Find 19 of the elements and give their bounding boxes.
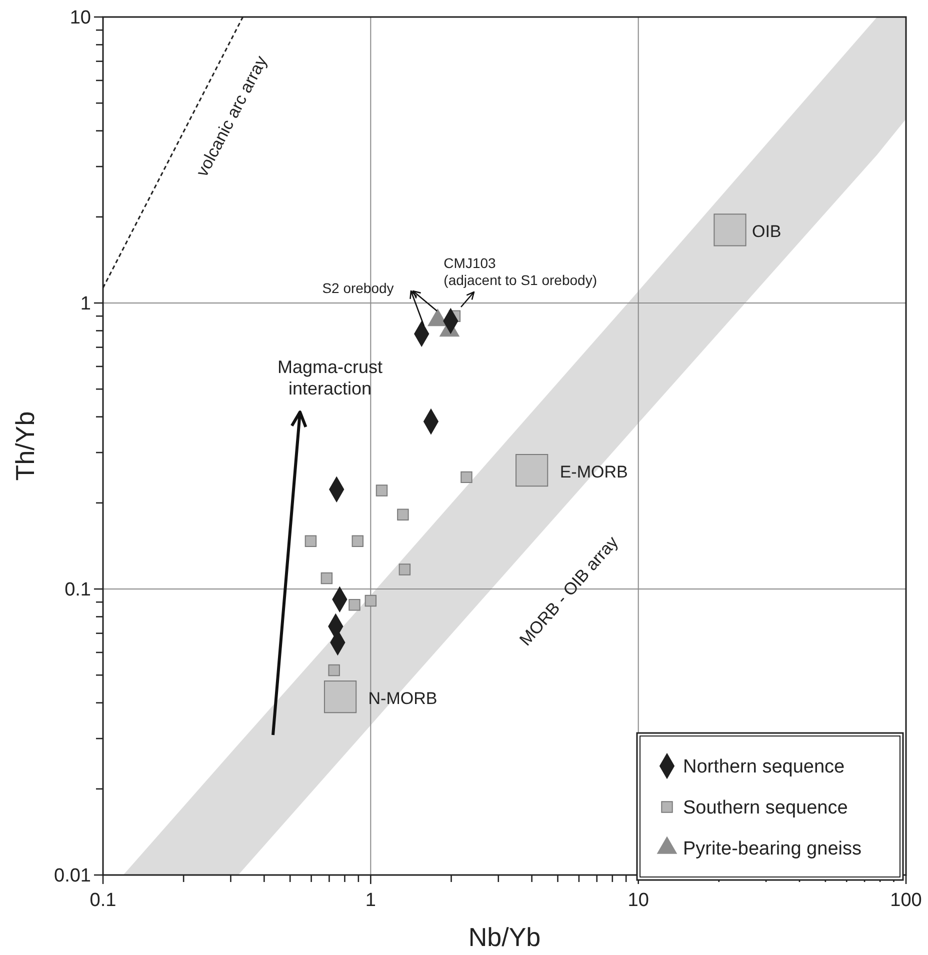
x-tick-label: 0.1: [90, 890, 116, 911]
annotation: S2 orebody: [322, 280, 394, 296]
legend-label: Northern sequence: [683, 756, 845, 778]
annotation: CMJ103 (adjacent to S1 orebody): [444, 255, 598, 288]
x-tick-label: 100: [890, 890, 922, 911]
annotation: Magma-crust interaction: [277, 357, 383, 399]
legend-label: Pyrite-bearing gneiss: [683, 838, 862, 860]
x-axis-title: Nb/Yb: [468, 922, 541, 952]
x-tick-label: 10: [628, 890, 649, 911]
x-tick-label: 1: [365, 890, 376, 911]
y-tick-label: 0.1: [64, 580, 91, 601]
annotation: E-MORB: [560, 462, 628, 482]
y-tick-label: 0.01: [54, 866, 91, 887]
annotation: OIB: [752, 222, 782, 241]
y-tick-label: 10: [70, 8, 91, 29]
annotation: N-MORB: [368, 688, 438, 708]
y-tick-label: 1: [80, 294, 91, 315]
y-axis-title: Th/Yb: [10, 411, 40, 481]
legend-label: Southern sequence: [683, 798, 848, 819]
